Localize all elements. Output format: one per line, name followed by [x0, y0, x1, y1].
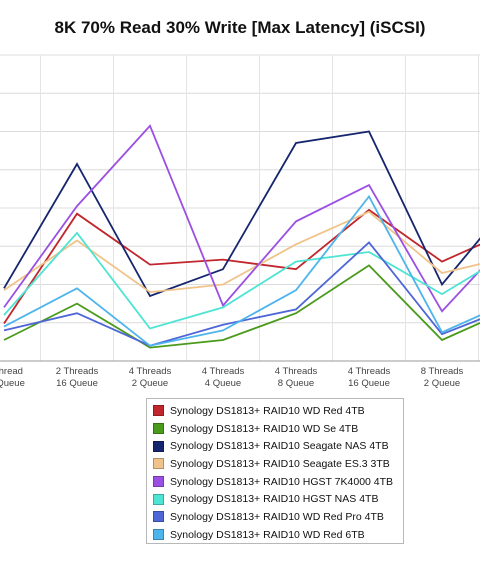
legend-swatch	[153, 476, 164, 488]
series-line-4	[3, 210, 480, 294]
legend-item: Synology DS1813+ RAID10 WD Red 4TB	[153, 402, 403, 420]
legend-label: Synology DS1813+ RAID10 WD Se 4TB	[170, 422, 359, 435]
legend-label: Synology DS1813+ RAID10 WD Red Pro 4TB	[170, 510, 384, 523]
legend-swatch	[153, 405, 164, 417]
series-line-5	[3, 124, 480, 313]
x-tick-label: 4 Threads 2 Queue	[129, 366, 172, 389]
x-tick-label: 4 Threads 8 Queue	[275, 366, 318, 389]
legend-item: Synology DS1813+ RAID10 Seagate NAS 4TB	[153, 437, 403, 455]
x-tick-label: 4 Threads 4 Queue	[202, 366, 245, 389]
legend-item: Synology DS1813+ RAID10 HGST NAS 4TB	[153, 490, 403, 508]
legend-label: Synology DS1813+ RAID10 HGST 7K4000 4TB	[170, 475, 394, 488]
series-line-1	[3, 208, 480, 324]
legend-label: Synology DS1813+ RAID10 WD Red 6TB	[170, 528, 365, 541]
series-line-7	[3, 241, 480, 347]
legend-swatch	[153, 529, 164, 541]
x-tick-label: 2 Threads 16 Queue	[56, 366, 99, 389]
legend-label: Synology DS1813+ RAID10 HGST NAS 4TB	[170, 493, 379, 506]
legend-swatch	[153, 511, 164, 523]
series-line-8	[3, 194, 480, 347]
legend-item: Synology DS1813+ RAID10 WD Se 4TB	[153, 420, 403, 438]
series-lines	[3, 124, 480, 349]
legend-item: Synology DS1813+ RAID10 WD Red Pro 4TB	[153, 508, 403, 526]
legend-item: Synology DS1813+ RAID10 Seagate ES.3 3TB	[153, 455, 403, 473]
legend-item: Synology DS1813+ RAID10 HGST 7K4000 4TB	[153, 473, 403, 491]
legend-swatch	[153, 423, 164, 435]
series-line-2	[3, 264, 480, 349]
x-tick-label: 1 Thread16 Queue	[0, 366, 25, 389]
chart-legend: Synology DS1813+ RAID10 WD Red 4TB Synolo…	[146, 398, 404, 544]
legend-label: Synology DS1813+ RAID10 WD Red 4TB	[170, 404, 365, 417]
chart-grid	[0, 54, 480, 362]
legend-item: Synology DS1813+ RAID10 WD Red 6TB	[153, 526, 403, 544]
legend-label: Synology DS1813+ RAID10 Seagate NAS 4TB	[170, 440, 389, 453]
series-line-6	[3, 231, 480, 330]
chart-title: 8K 70% Read 30% Write [Max Latency] (iSC…	[54, 18, 426, 37]
legend-swatch	[153, 493, 164, 505]
x-tick-label: 4 Threads 16 Queue	[348, 366, 391, 389]
series-line-3	[3, 130, 480, 298]
legend-label: Synology DS1813+ RAID10 Seagate ES.3 3TB	[170, 457, 390, 470]
legend-swatch	[153, 440, 164, 452]
legend-swatch	[153, 458, 164, 470]
x-tick-label: 8 Threads 2 Queue	[421, 366, 464, 389]
